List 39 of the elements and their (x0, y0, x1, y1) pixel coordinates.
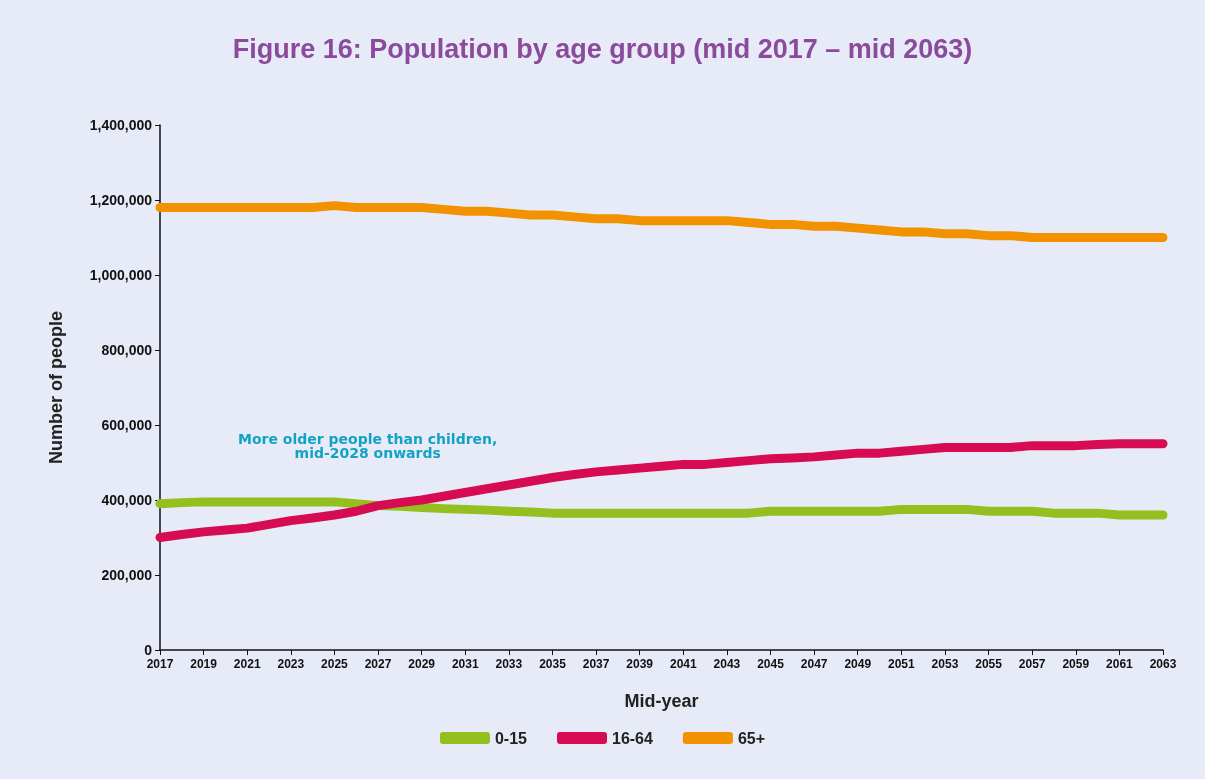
x-tick-label: 2045 (757, 657, 785, 671)
y-tick-label: 1,400,000 (89, 117, 153, 133)
x-tick-label: 2061 (1106, 657, 1134, 671)
x-tick-label: 2047 (800, 657, 828, 671)
legend-label: 0-15 (494, 729, 528, 747)
x-tick-label: 2021 (233, 657, 261, 671)
chart-title: Figure 16: Population by age group (mid 2017 – mid 2063) (232, 33, 973, 64)
x-tick-label: 2057 (1018, 657, 1046, 671)
y-tick-label: 800,000 (101, 342, 153, 358)
x-tick-label: 2051 (888, 657, 916, 671)
x-tick-label: 2055 (975, 657, 1003, 671)
y-tick-label: 1,200,000 (89, 192, 153, 208)
x-tick-label: 2017 (146, 657, 174, 671)
x-tick-label: 2023 (277, 657, 305, 671)
annotation: More older people than children, mid-2028 onwards (237, 431, 498, 461)
y-tick-label: 600,000 (101, 417, 153, 433)
y-tick-label: 1,000,000 (89, 267, 153, 283)
x-tick-label: 2029 (408, 657, 436, 671)
x-axis-title: Mid-year (624, 691, 699, 711)
x-tick-label: 2033 (495, 657, 523, 671)
x-tick-label: 2049 (844, 657, 872, 671)
x-tick-label: 2019 (190, 657, 218, 671)
y-axis-title: Number of people (46, 310, 66, 465)
x-tick-label: 2025 (321, 657, 349, 671)
x-tick-label: 2063 (1149, 657, 1177, 671)
x-tick-label: 2041 (669, 657, 697, 671)
y-tick-label: 200,000 (101, 567, 153, 583)
x-tick-label: 2035 (539, 657, 567, 671)
x-tick-label: 2031 (451, 657, 479, 671)
y-tick-label: 400,000 (101, 492, 153, 508)
x-tick-label: 2039 (626, 657, 654, 671)
x-tick-label: 2037 (582, 657, 610, 671)
legend-label: 65+ (737, 729, 766, 747)
x-tick-label: 2059 (1062, 657, 1090, 671)
legend-label: 16-64 (611, 729, 653, 747)
x-tick-label: 2027 (364, 657, 392, 671)
x-tick-label: 2043 (713, 657, 741, 671)
x-tick-label: 2053 (931, 657, 959, 671)
y-tick-label: 0 (144, 642, 153, 658)
